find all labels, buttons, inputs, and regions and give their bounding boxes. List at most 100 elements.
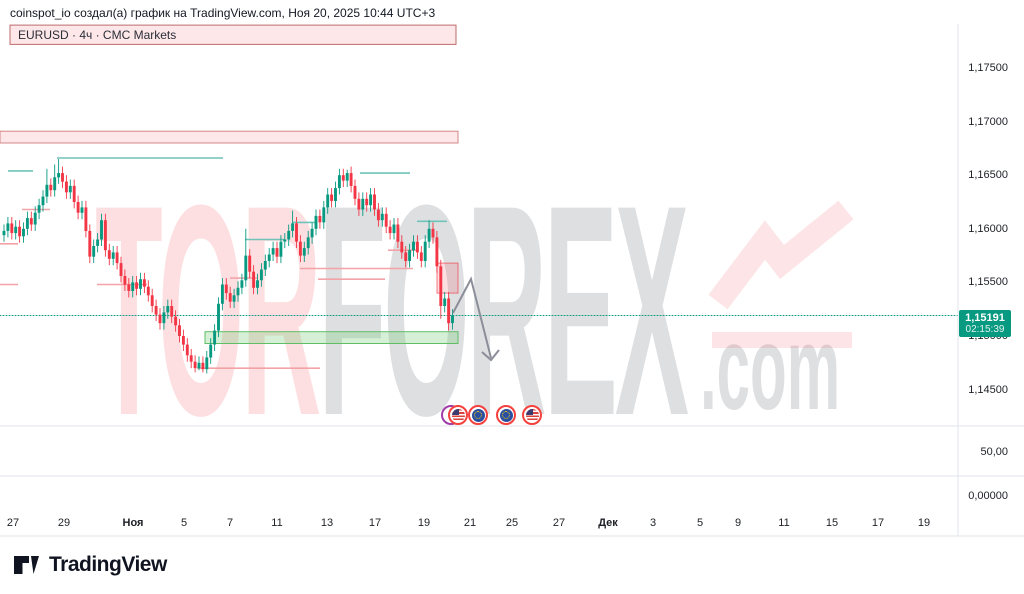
candle-body: [150, 295, 154, 306]
candle-body: [193, 361, 197, 369]
price-axis-label: 1,14500: [968, 383, 1008, 396]
price-axis-label: 1,16000: [968, 222, 1008, 235]
candle-body: [396, 224, 400, 242]
candle-body: [357, 198, 361, 210]
candle-body: [25, 218, 29, 229]
candle-body: [96, 239, 100, 246]
event-flag-eu-icon[interactable]: [496, 405, 516, 425]
candle-body: [29, 218, 33, 225]
candle-body: [14, 226, 18, 234]
zone-supply-upper[interactable]: [9, 24, 457, 45]
candle-body: [57, 173, 61, 178]
candle-body: [119, 263, 123, 276]
event-flag-us-icon[interactable]: [522, 405, 542, 425]
candle-body: [49, 184, 53, 191]
candle-body: [178, 325, 181, 336]
time-axis-label: 5: [696, 517, 704, 529]
symbol-title: EURUSD · 4ч · CMC Markets: [18, 28, 177, 42]
candle-body: [298, 241, 302, 256]
candle-body: [123, 276, 127, 285]
candle-body: [349, 173, 353, 186]
candle-body: [131, 282, 135, 291]
candle-body: [369, 194, 373, 206]
indicator-axis-label: 50,00: [980, 446, 1008, 458]
candle-body: [244, 255, 248, 281]
zone-supply-1169[interactable]: [0, 130, 459, 144]
candle-body: [330, 194, 334, 201]
candle-body: [443, 298, 447, 306]
candle-body: [408, 250, 412, 261]
time-axis-label: 29: [57, 517, 71, 529]
zone-demand-green[interactable]: [204, 331, 459, 345]
level-segments: [0, 157, 447, 370]
tradingview-logo-text: TradingView: [49, 553, 167, 576]
candle-body: [447, 298, 451, 324]
time-axis-label: 11: [778, 517, 790, 529]
time-axis-label: 13: [320, 517, 334, 529]
current-price-badge: 1,15191 02:15:39: [959, 310, 1011, 337]
flag-face: [499, 408, 513, 422]
flag-face: [525, 408, 539, 422]
candle-body: [64, 181, 68, 193]
candle-body: [423, 241, 427, 261]
bar-countdown-timer: 02:15:39: [965, 324, 1005, 335]
candle-body: [2, 230, 6, 236]
time-axis-label: 27: [6, 517, 20, 529]
current-price-value: 1,15191: [965, 312, 1005, 324]
candle-body: [341, 175, 345, 181]
candle-body: [217, 303, 220, 331]
candle-body: [127, 284, 131, 291]
candle-body: [201, 362, 205, 370]
tradingview-logo[interactable]: TradingView: [12, 553, 167, 577]
eu-flag-stars: [474, 411, 482, 419]
flag-face: [451, 408, 465, 422]
candle-body: [88, 230, 92, 257]
candlestick-series: [2, 159, 454, 374]
candle-body: [100, 220, 103, 240]
candle-body: [197, 362, 201, 369]
time-axis-label: 25: [505, 517, 519, 529]
candle-body: [92, 246, 96, 257]
candle-body: [392, 224, 396, 234]
candle-body: [53, 177, 57, 191]
candle-body: [302, 248, 306, 256]
candle-body: [154, 306, 158, 315]
time-axis-label: 5: [180, 517, 188, 529]
candle-body: [427, 228, 431, 242]
candle-body: [431, 228, 435, 238]
candle-body: [283, 239, 287, 242]
candle-body: [275, 248, 279, 257]
time-axis-label: 11: [271, 517, 283, 529]
candle-body: [185, 344, 189, 356]
event-flag-us-icon[interactable]: [448, 405, 468, 425]
candle-body: [236, 287, 240, 296]
time-axis-label: 21: [463, 517, 477, 529]
candle-body: [326, 194, 330, 208]
candle-body: [263, 261, 267, 270]
candle-body: [380, 213, 384, 221]
candle-body: [68, 185, 72, 193]
candle-body: [361, 198, 365, 210]
candle-body: [384, 213, 388, 227]
candle-body: [314, 215, 318, 229]
candle-body: [135, 282, 139, 289]
candle-body: [404, 252, 408, 261]
candle-body: [232, 295, 236, 302]
candle-body: [107, 250, 111, 259]
flag-face: [471, 408, 485, 422]
projection-arrow[interactable]: [452, 276, 492, 359]
candle-body: [111, 252, 115, 259]
candle-body: [252, 271, 256, 288]
candle-body: [45, 184, 49, 197]
price-axis-label: 1,17000: [968, 115, 1008, 128]
indicator-axis-label: 0,00000: [968, 490, 1008, 502]
candle-body: [451, 315, 454, 324]
time-axis-label: 3: [649, 517, 657, 529]
event-flag-eu-icon[interactable]: [468, 405, 488, 425]
price-axis-label: 1,15500: [968, 276, 1008, 289]
time-axis-label: 19: [417, 517, 431, 529]
tradingview-logo-icon: [14, 556, 39, 574]
time-axis-month-label: Ноя: [122, 517, 144, 529]
